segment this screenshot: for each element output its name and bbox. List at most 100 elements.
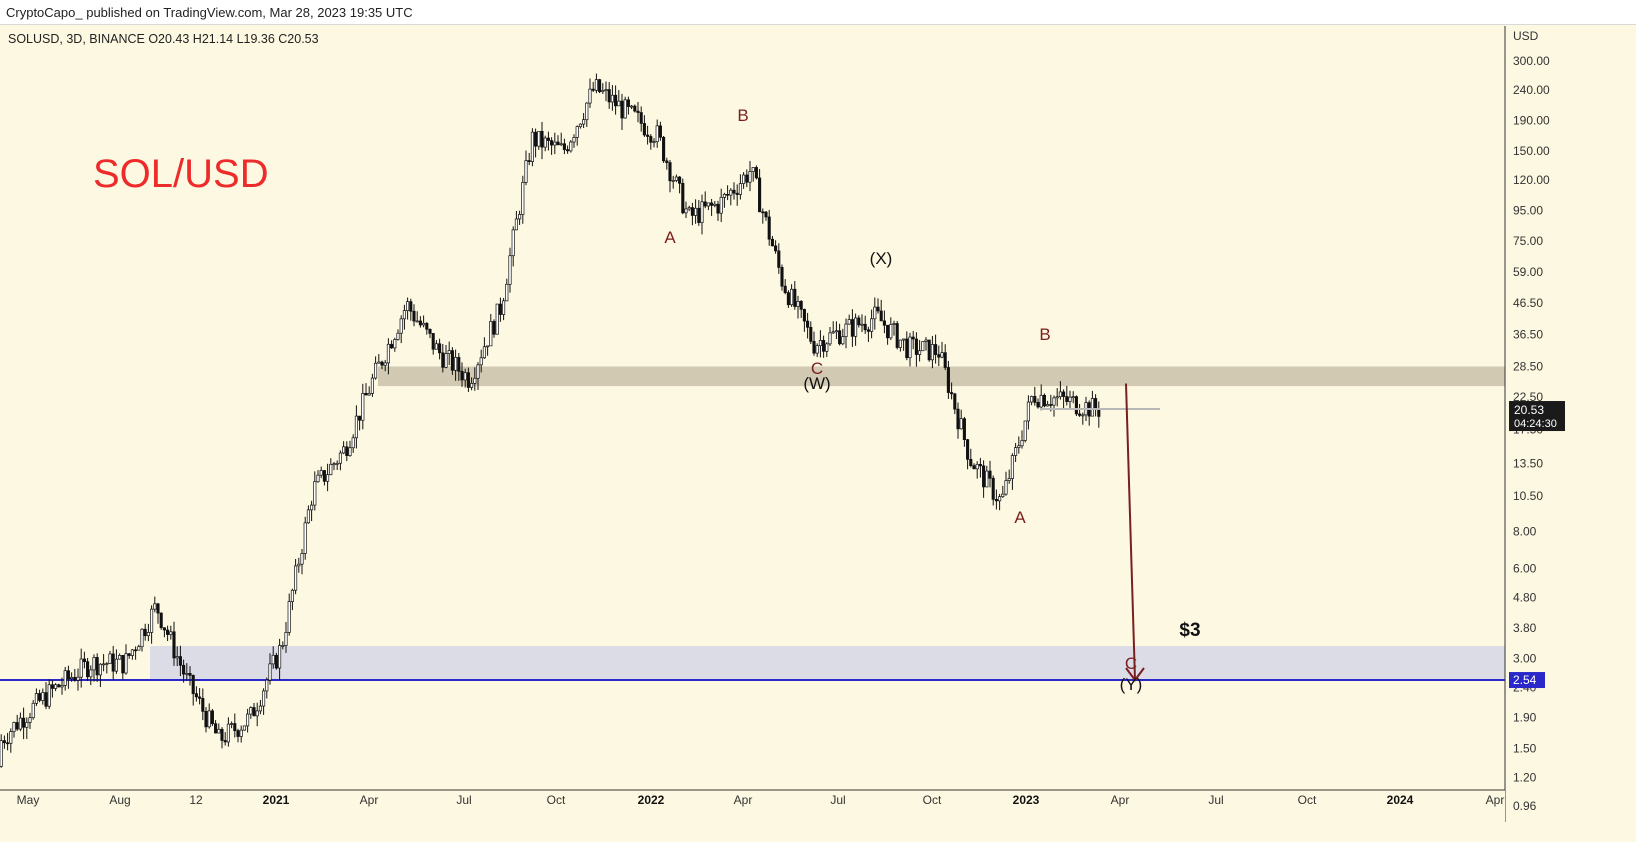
- candle: [642, 123, 646, 136]
- candle: [319, 470, 323, 476]
- candle: [380, 361, 384, 366]
- candle: [767, 216, 771, 240]
- candle: [524, 160, 528, 183]
- candle: [953, 393, 957, 410]
- candle: [543, 137, 547, 148]
- candle: [998, 496, 1002, 502]
- candle: [162, 627, 166, 631]
- candle: [521, 182, 525, 215]
- time-tick: Apr: [360, 793, 379, 807]
- candle: [98, 663, 102, 676]
- candle: [431, 333, 435, 350]
- candle: [694, 207, 698, 216]
- candle: [514, 218, 518, 231]
- candle: [863, 323, 867, 331]
- time-axis-panel: [0, 790, 1505, 842]
- projection-arrow[interactable]: [1125, 383, 1136, 681]
- candle: [783, 285, 787, 293]
- candle: [895, 323, 899, 348]
- candle: [809, 326, 813, 342]
- candle: [799, 301, 803, 310]
- candle: [134, 649, 138, 652]
- candle: [370, 377, 374, 394]
- candle: [566, 149, 570, 152]
- candle: [66, 670, 70, 679]
- time-tick: May: [17, 793, 40, 807]
- wave-label: B: [1039, 325, 1050, 344]
- candle: [217, 728, 221, 734]
- candle: [422, 322, 426, 326]
- candle: [665, 160, 669, 163]
- candle: [457, 357, 461, 372]
- price-tick: 59.00: [1513, 265, 1543, 279]
- candle: [886, 324, 890, 339]
- candle: [962, 418, 966, 440]
- candle: [486, 345, 490, 348]
- candle: [751, 167, 755, 172]
- candle: [463, 372, 467, 381]
- support-zone[interactable]: [150, 646, 1568, 681]
- candle: [610, 94, 614, 103]
- candle: [156, 603, 160, 614]
- candle: [585, 102, 589, 121]
- candle: [70, 677, 74, 679]
- candle: [639, 112, 643, 124]
- price-tick: 4.80: [1513, 590, 1537, 604]
- candle: [338, 452, 342, 464]
- candle: [335, 462, 339, 465]
- candle: [121, 655, 125, 674]
- candle: [1078, 413, 1082, 416]
- candle: [921, 341, 925, 352]
- resistance-zone[interactable]: [378, 366, 1568, 387]
- candle: [559, 143, 563, 146]
- candle: [310, 504, 314, 511]
- candle: [105, 663, 109, 665]
- candle: [50, 684, 54, 689]
- candle: [540, 130, 544, 148]
- candle: [159, 612, 163, 629]
- candle: [930, 344, 934, 361]
- candle: [1001, 493, 1005, 498]
- last-price-value: 20.53: [1514, 403, 1544, 417]
- candle: [89, 669, 93, 678]
- candle: [934, 344, 938, 355]
- wave-label: A: [664, 228, 676, 247]
- candle: [57, 684, 61, 688]
- price-tick: 3.00: [1513, 651, 1537, 665]
- candle: [735, 192, 739, 195]
- candle: [796, 301, 800, 307]
- candle: [230, 723, 234, 725]
- price-tick: 46.50: [1513, 296, 1543, 310]
- candle: [1052, 397, 1056, 406]
- candle: [1074, 396, 1078, 415]
- candle: [838, 330, 842, 345]
- price-tick: 75.00: [1513, 234, 1543, 248]
- candle: [63, 670, 67, 686]
- candle: [313, 481, 317, 506]
- candle: [447, 350, 451, 355]
- candle: [1036, 402, 1040, 408]
- candle: [911, 336, 915, 340]
- candle: [972, 465, 976, 470]
- price-tick: 6.00: [1513, 562, 1537, 576]
- candle: [956, 408, 960, 430]
- candle: [902, 338, 906, 341]
- candle: [73, 677, 77, 681]
- candle: [492, 321, 496, 335]
- candle: [655, 125, 659, 143]
- candle: [562, 143, 566, 150]
- candle: [857, 317, 861, 326]
- candle: [460, 370, 464, 381]
- candle: [38, 693, 42, 701]
- candle: [255, 710, 259, 717]
- price-tick: 8.00: [1513, 524, 1537, 538]
- candle: [214, 723, 218, 734]
- price-tick: 300.00: [1513, 54, 1550, 68]
- candle: [924, 339, 928, 342]
- candle: [262, 690, 266, 707]
- candle: [178, 656, 182, 666]
- candle: [684, 208, 688, 214]
- candle: [393, 339, 397, 349]
- wave-label: A: [1014, 508, 1026, 527]
